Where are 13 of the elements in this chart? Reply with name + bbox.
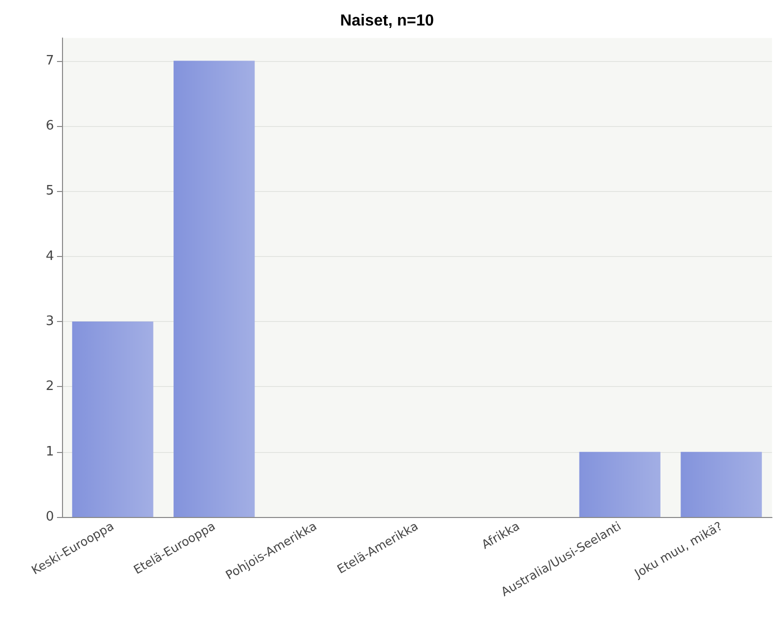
bar: [72, 321, 154, 517]
bar: [680, 452, 762, 517]
chart-title: Naiset, n=10: [340, 12, 434, 30]
y-tick-label: 1: [46, 444, 54, 460]
y-tick-label: 3: [46, 314, 54, 329]
bar: [579, 452, 660, 517]
bar: [174, 60, 255, 517]
y-tick-label: 0: [46, 510, 54, 524]
y-tick-label: 4: [46, 248, 54, 264]
y-tick-label: 7: [46, 53, 54, 68]
y-tick-label: 2: [46, 379, 54, 394]
y-tick-label: 6: [46, 118, 54, 134]
y-tick-label: 5: [46, 184, 54, 199]
